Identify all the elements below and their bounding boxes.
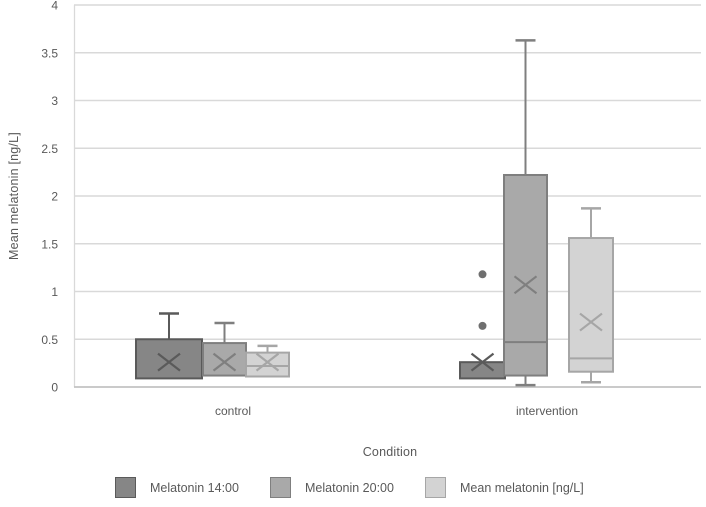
y-tick-label: 3.5 bbox=[41, 46, 58, 60]
box-series-1-control bbox=[135, 338, 203, 380]
box-series-2-control bbox=[202, 342, 247, 377]
x-axis-title: Condition bbox=[362, 445, 418, 459]
y-tick-label: 4 bbox=[51, 0, 58, 13]
mean-marker-series-2-control bbox=[212, 352, 237, 372]
box-series-3-intervention bbox=[568, 237, 614, 373]
y-tick-label: 2 bbox=[51, 190, 58, 204]
y-tick-label: 1 bbox=[51, 285, 58, 299]
y-tick-label: 3 bbox=[51, 94, 58, 108]
legend-label: Melatonin 14:00 bbox=[150, 480, 239, 495]
box-series-1-intervention bbox=[459, 361, 506, 380]
mean-marker-series-3-intervention bbox=[579, 312, 603, 332]
legend-item-melatonin-2000: Melatonin 20:00 bbox=[270, 477, 394, 498]
x-category-label: intervention bbox=[516, 404, 578, 418]
legend-item-melatonin-1400: Melatonin 14:00 bbox=[115, 477, 239, 498]
box-series-3-control bbox=[245, 351, 290, 378]
x-category-label: control bbox=[215, 404, 251, 418]
outlier-point-series-1-intervention bbox=[478, 321, 487, 330]
mean-marker-series-3-control bbox=[255, 352, 280, 372]
box-series-2-intervention bbox=[503, 173, 548, 377]
y-tick-label: 1.5 bbox=[41, 237, 58, 251]
mean-marker-series-1-intervention bbox=[470, 352, 495, 372]
legend-label: Melatonin 20:00 bbox=[305, 480, 394, 495]
outlier-point-series-1-intervention bbox=[478, 270, 487, 279]
mean-marker-series-1-control bbox=[157, 352, 181, 372]
y-tick-label: 2.5 bbox=[41, 142, 58, 156]
y-axis-title: Mean melatonin [ng/L] bbox=[7, 132, 21, 260]
legend-swatch-mean-melatonin bbox=[425, 477, 446, 498]
legend-swatch-melatonin-2000 bbox=[270, 477, 291, 498]
legend-swatch-melatonin-1400 bbox=[115, 477, 136, 498]
mean-marker-series-2-intervention bbox=[513, 275, 538, 295]
legend-label: Mean melatonin [ng/L] bbox=[460, 480, 584, 495]
y-tick-label: 0 bbox=[51, 381, 58, 395]
y-tick-label: 0.5 bbox=[41, 333, 58, 347]
legend-item-mean-melatonin: Mean melatonin [ng/L] bbox=[425, 477, 584, 498]
